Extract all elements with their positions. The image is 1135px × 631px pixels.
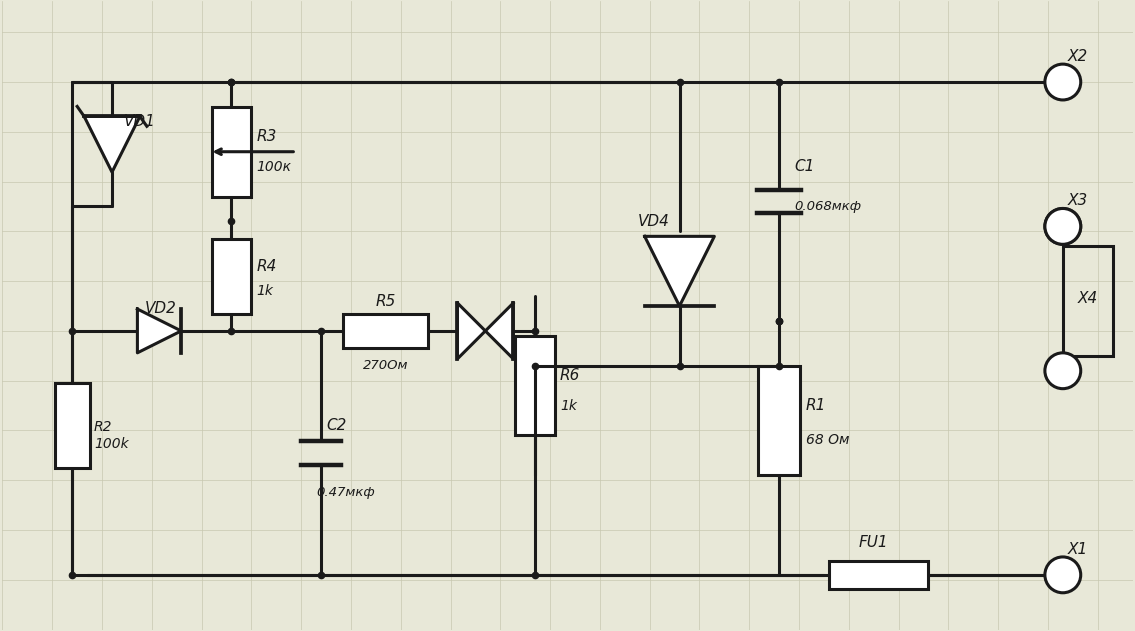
- Text: VD1: VD1: [124, 114, 155, 129]
- Bar: [758, 366, 800, 475]
- Text: 1k: 1k: [560, 399, 577, 413]
- Text: R2
100k: R2 100k: [94, 420, 128, 451]
- Text: 68 Ом: 68 Ом: [806, 433, 849, 447]
- Bar: [211, 239, 251, 314]
- Bar: [515, 336, 555, 435]
- Text: 0.47мкф: 0.47мкф: [317, 487, 375, 499]
- Bar: [211, 107, 251, 196]
- Bar: [1062, 246, 1112, 356]
- Text: X2: X2: [1068, 49, 1088, 64]
- Text: VD2: VD2: [144, 301, 176, 316]
- Circle shape: [1045, 557, 1081, 593]
- Text: 270Ом: 270Ом: [363, 359, 409, 372]
- Circle shape: [1045, 208, 1081, 244]
- Text: X1: X1: [1068, 542, 1088, 557]
- Circle shape: [1045, 353, 1081, 389]
- Text: R3: R3: [257, 129, 277, 144]
- Polygon shape: [645, 237, 714, 306]
- Bar: [829, 561, 928, 589]
- Circle shape: [1045, 64, 1081, 100]
- Bar: [54, 383, 90, 468]
- Text: R1: R1: [806, 398, 826, 413]
- Text: X4: X4: [1077, 291, 1098, 306]
- Text: VD4: VD4: [638, 214, 670, 229]
- Polygon shape: [457, 303, 486, 359]
- Text: C2: C2: [326, 418, 346, 432]
- Text: R4: R4: [257, 259, 277, 274]
- Polygon shape: [486, 303, 513, 359]
- Text: 1k: 1k: [257, 284, 274, 298]
- Text: C1: C1: [794, 159, 815, 174]
- Polygon shape: [84, 116, 140, 172]
- Text: 100к: 100к: [257, 160, 292, 174]
- Text: FU1: FU1: [859, 535, 889, 550]
- Text: R5: R5: [376, 294, 396, 309]
- Text: R6: R6: [560, 369, 580, 383]
- Polygon shape: [137, 309, 182, 353]
- Bar: [344, 314, 428, 348]
- Circle shape: [1045, 208, 1081, 244]
- Text: X3: X3: [1068, 194, 1088, 208]
- Text: 0.068мкф: 0.068мкф: [794, 200, 861, 213]
